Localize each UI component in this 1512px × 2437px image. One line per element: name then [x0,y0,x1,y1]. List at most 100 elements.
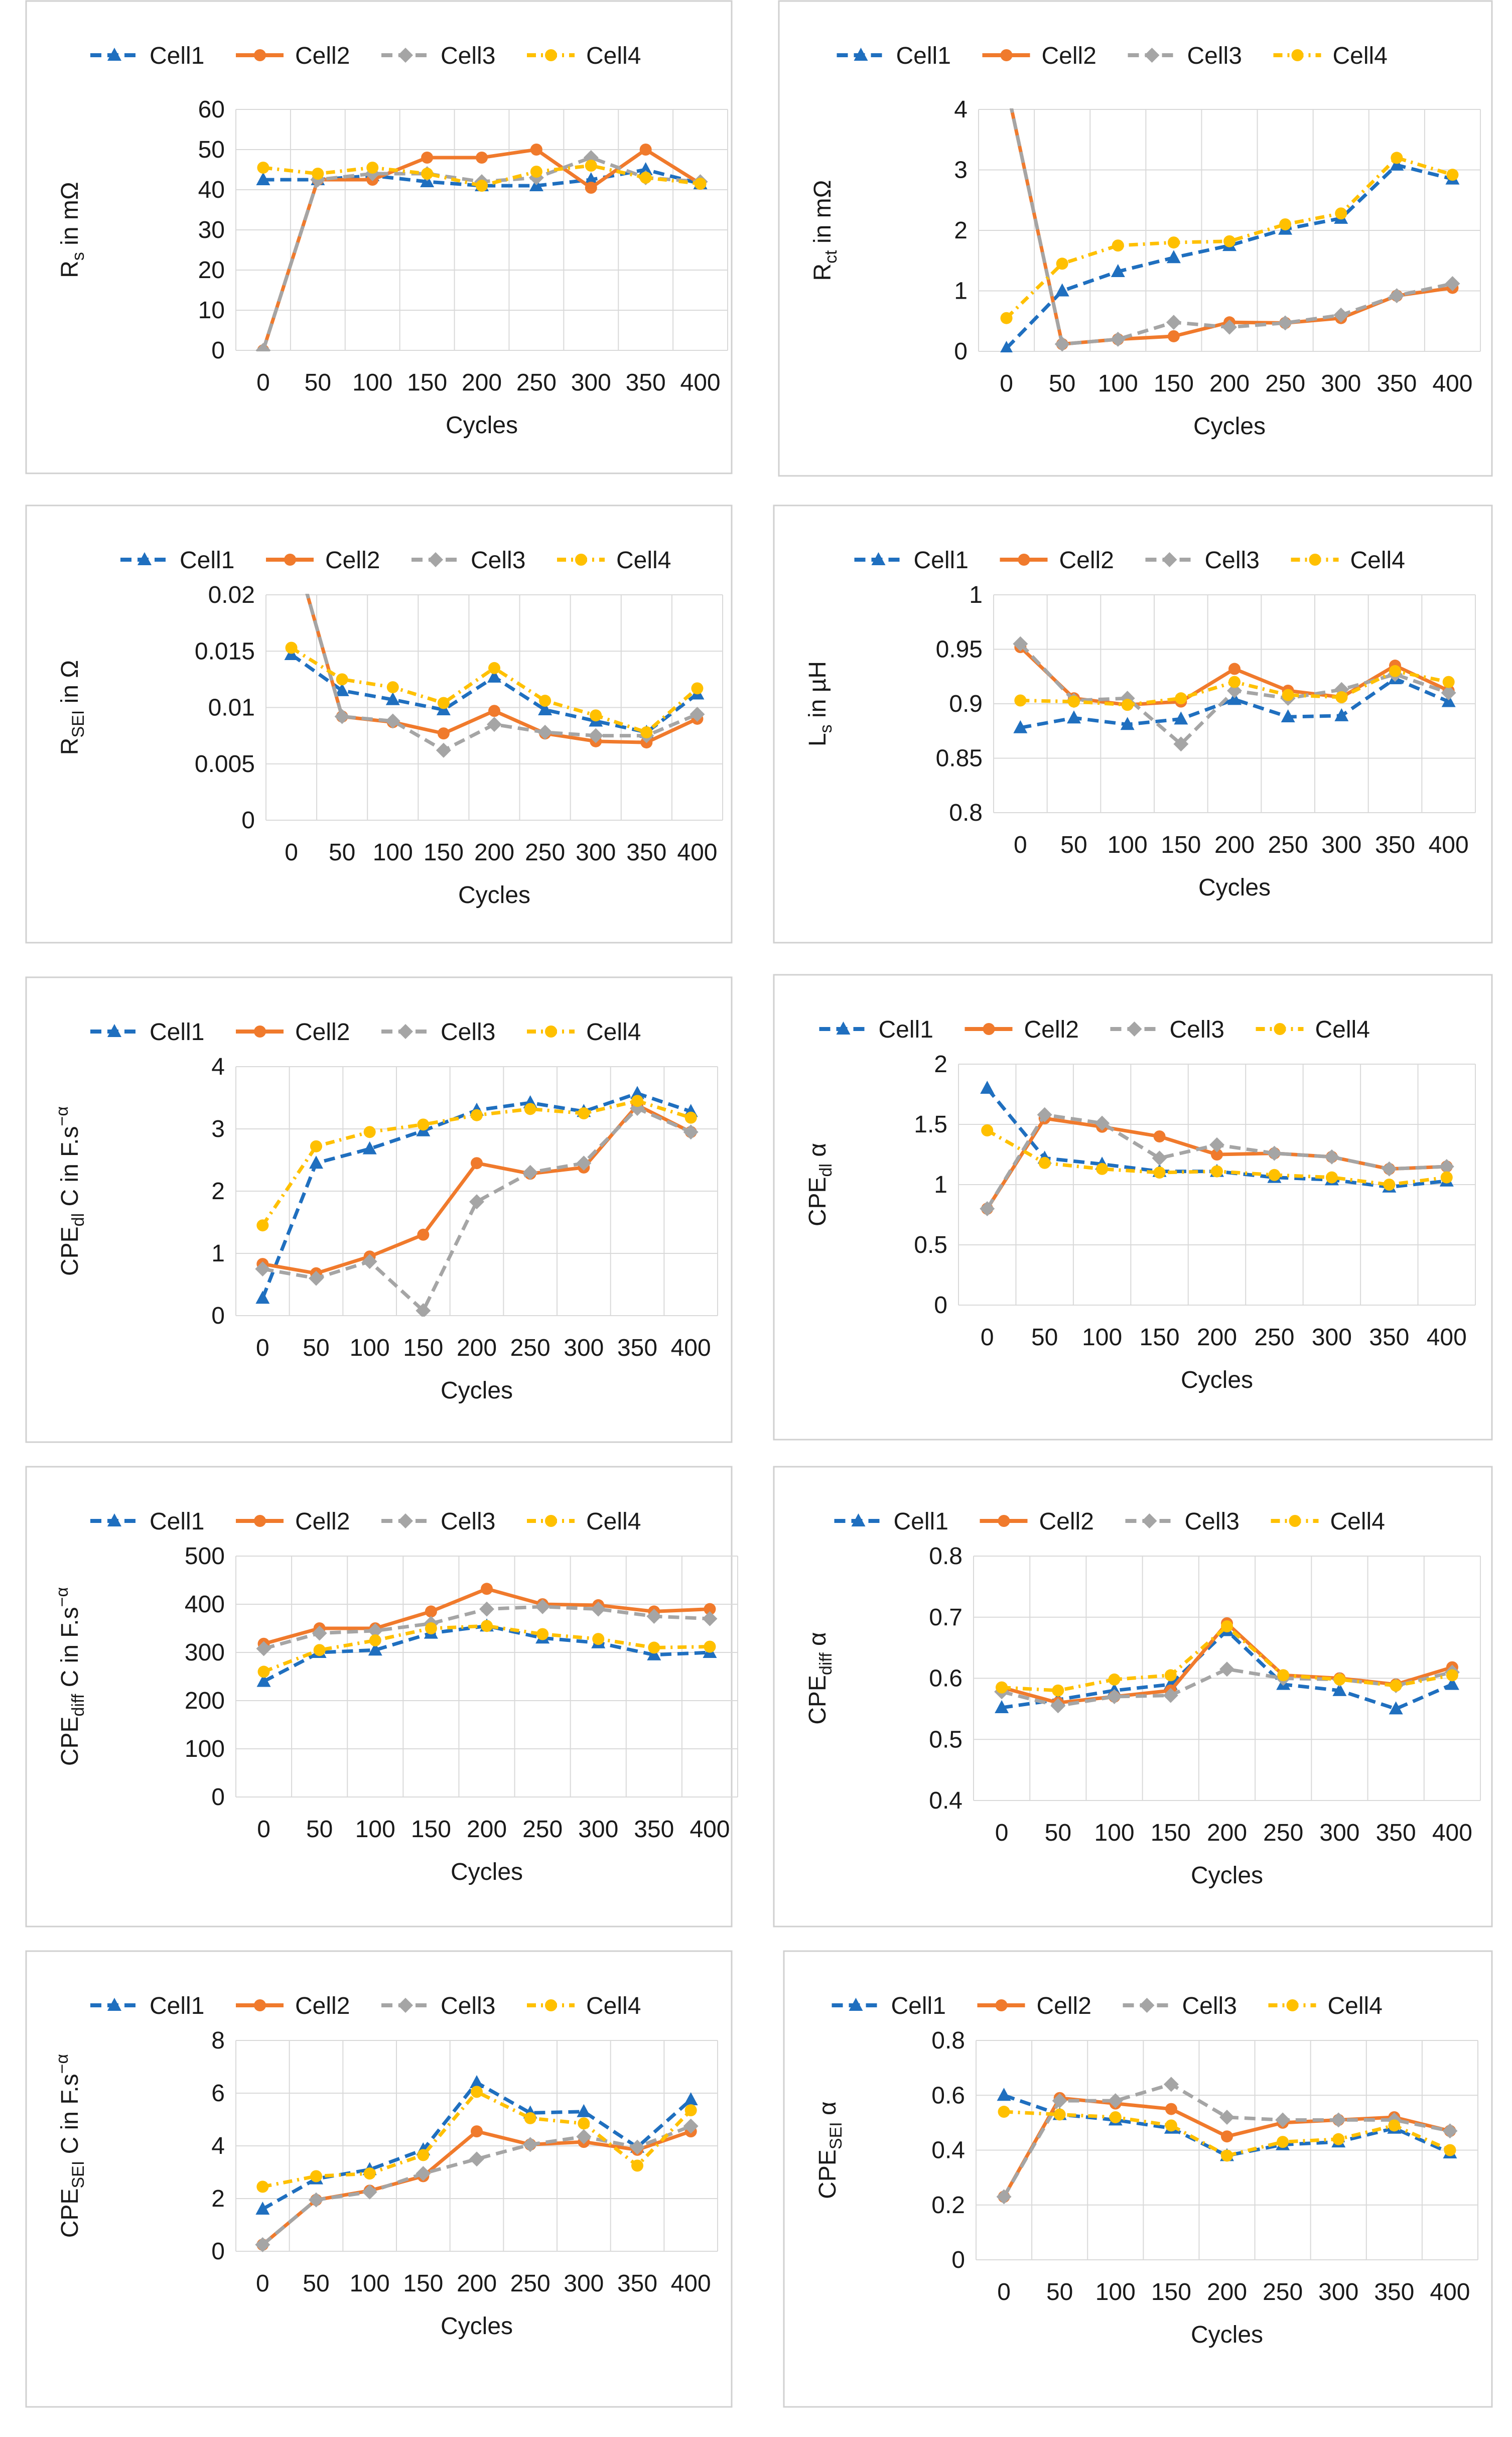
data-point [416,1303,431,1317]
legend-item-cell1: Cell1 [90,43,204,69]
series-cell3 [255,1101,699,1317]
legend-marker [107,1024,121,1037]
x-tick-label: 150 [403,2270,443,2297]
data-point [702,1611,718,1626]
x-tick-label: 350 [626,839,666,866]
series-cell4 [256,2086,697,2193]
x-tick-label: 400 [671,1335,711,1361]
y-axis-label: CPESEI α [814,2101,846,2199]
x-tick-label: 0 [1014,832,1027,858]
data-point [437,727,450,740]
x-tick-label: 300 [1318,2279,1358,2305]
x-tick-label: 250 [1254,1324,1294,1351]
data-point [1332,1683,1347,1696]
x-tick-label: 300 [564,1335,604,1361]
x-axis-label: Cycles [458,882,530,909]
data-point [1275,2112,1291,2128]
data-point [1174,711,1188,725]
chart-panel-cpe_sei_c: 0 2 4 6 8 0 50 100 150 200 250 300 350 400 Cycles CPESE… [25,1950,733,2408]
legend-item-cell4: Cell4 [1271,1508,1385,1535]
data-point [1108,1673,1121,1686]
y-tick-label: 2 [934,1051,947,1078]
data-point [1281,709,1295,723]
data-point [417,1228,430,1241]
legend-label: Cell4 [1315,1016,1370,1043]
y-axis-label: RSEI in Ω [57,660,88,755]
legend-item-cell3: Cell3 [411,547,525,574]
data-point [255,1291,270,1304]
x-tick-label: 300 [1319,1820,1359,1846]
y-tick-label: 10 [198,297,225,324]
data-point [1282,689,1294,701]
legend-marker [1142,1513,1157,1528]
legend-item-cell1: Cell1 [90,1993,204,2019]
data-point [476,180,488,192]
data-point [334,709,350,724]
data-point [255,343,271,351]
legend-label: Cell2 [295,43,350,69]
y-tick-label: 0.4 [931,2137,965,2164]
legend-item-cell1: Cell1 [854,547,969,574]
data-point [1446,1669,1458,1682]
legend-marker [254,1025,266,1038]
data-point [369,1634,381,1646]
data-point [576,2129,592,2144]
chart-panel-rct: 0 1 2 3 4 0 50 100 150 200 250 300 350 400 Cycles Rct i… [778,0,1493,477]
data-point [488,705,500,717]
chart-frame [25,1466,733,1928]
x-tick-label: 0 [997,2279,1011,2305]
data-point [256,2181,269,2193]
legend-label: Cell3 [1185,1508,1240,1535]
data-point [1013,636,1028,652]
data-point [1153,1167,1166,1179]
data-point [421,152,434,164]
x-tick-label: 300 [576,839,616,866]
data-point [425,1622,437,1634]
y-tick-label: 40 [198,177,225,203]
series-line [262,1106,692,1313]
x-tick-label: 100 [1108,832,1148,858]
x-tick-label: 50 [305,369,331,396]
data-point [683,2118,699,2134]
legend-marker [107,1513,121,1526]
legend-label: Cell1 [150,1508,204,1535]
data-point [1052,1684,1064,1697]
legend-label: Cell4 [1330,1508,1385,1535]
y-tick-label: 1.5 [914,1111,947,1138]
data-point [368,1642,382,1656]
legend-marker [1309,554,1321,566]
legend-label: Cell1 [180,547,234,574]
data-point [535,1599,551,1614]
x-axis-label: Cycles [446,412,518,439]
chart-frame [773,504,1493,944]
data-point [256,1641,271,1656]
data-point [362,1254,377,1269]
x-tick-label: 200 [1207,1820,1247,1846]
legend-item-cell4: Cell4 [527,43,641,69]
legend-label: Cell3 [441,1993,495,2019]
data-point [470,2075,484,2088]
data-point [363,1126,376,1138]
y-tick-label: 0 [211,337,225,364]
x-tick-label: 50 [1045,1820,1071,1846]
y-tick-label: 0.5 [914,1232,947,1258]
y-tick-label: 0.01 [208,695,255,721]
y-tick-label: 0.8 [949,800,983,826]
y-tick-label: 1 [211,1240,225,1267]
data-point [1228,663,1241,675]
x-tick-label: 100 [1082,1324,1122,1351]
chart-frame [783,1950,1493,2408]
x-tick-label: 100 [350,1335,390,1361]
legend-label: Cell4 [586,1019,641,1046]
y-tick-label: 50 [198,137,225,163]
data-point [417,1118,430,1131]
legend-marker [849,1998,863,2011]
legend-marker [1286,1999,1299,2011]
data-point [1164,1669,1177,1682]
data-point [1382,1161,1397,1177]
data-point [1000,340,1013,352]
legend-marker [398,48,413,63]
data-point [981,1124,994,1136]
legend-marker [398,1998,413,2013]
